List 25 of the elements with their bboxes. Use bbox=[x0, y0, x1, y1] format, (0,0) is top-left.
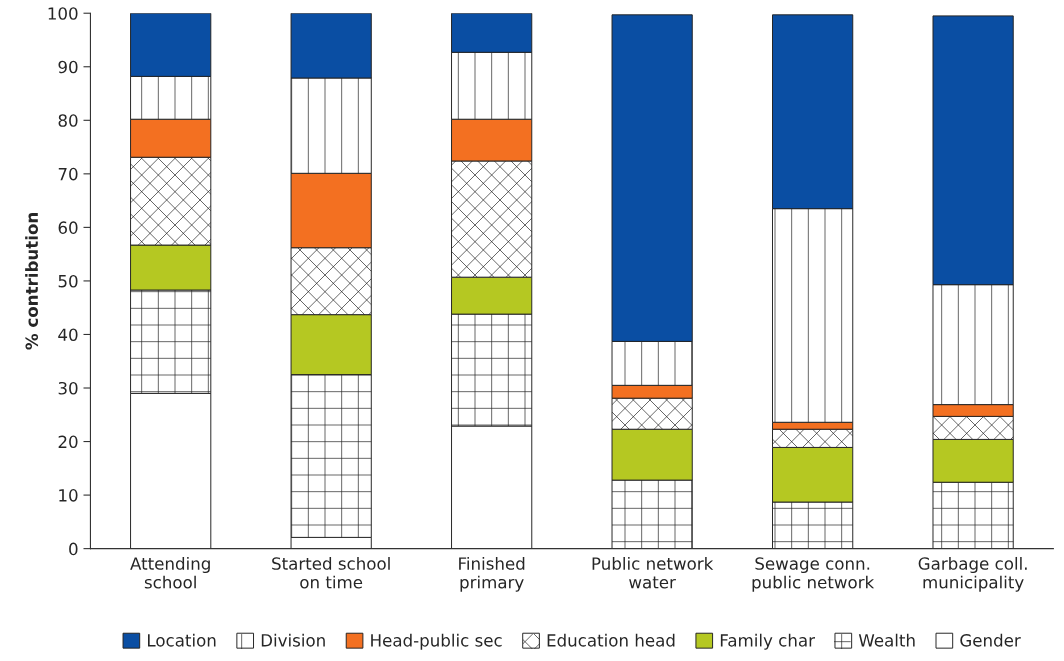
x-tick-label: Garbage coll. municipality bbox=[918, 556, 1027, 592]
x-tick-label: Sewage conn. public network bbox=[752, 557, 875, 592]
y-tick-label: 70 bbox=[58, 167, 78, 181]
x-tick-label: Finished primary bbox=[459, 556, 525, 592]
y-tick-label: 0 bbox=[69, 542, 78, 556]
legend-label: Division bbox=[261, 633, 325, 647]
legend-label: Head-public sec bbox=[371, 633, 502, 650]
y-tick-label: 30 bbox=[58, 381, 78, 395]
y-tick-label: 20 bbox=[58, 435, 78, 449]
y-tick-label: 40 bbox=[58, 328, 78, 342]
legend-label: Gender bbox=[960, 633, 1021, 647]
x-tick-label: Public network water bbox=[592, 556, 714, 589]
y-tick-label: 10 bbox=[59, 489, 78, 502]
legend-label: Location bbox=[148, 633, 216, 647]
legend-label: Family char bbox=[720, 633, 815, 650]
legend-label: Education head bbox=[547, 633, 675, 647]
x-tick-label: Attending school bbox=[130, 556, 210, 589]
y-tick-label: 90 bbox=[58, 60, 78, 74]
x-tick-label: Started school on time bbox=[272, 556, 390, 589]
legend-label: Wealth bbox=[858, 633, 915, 647]
y-tick-label: 100 bbox=[48, 7, 78, 20]
y-tick-label: 60 bbox=[58, 221, 78, 234]
y-tick-label: 50 bbox=[58, 274, 78, 288]
y-axis-title: % contribution bbox=[25, 213, 39, 350]
y-tick-label: 80 bbox=[58, 114, 78, 127]
